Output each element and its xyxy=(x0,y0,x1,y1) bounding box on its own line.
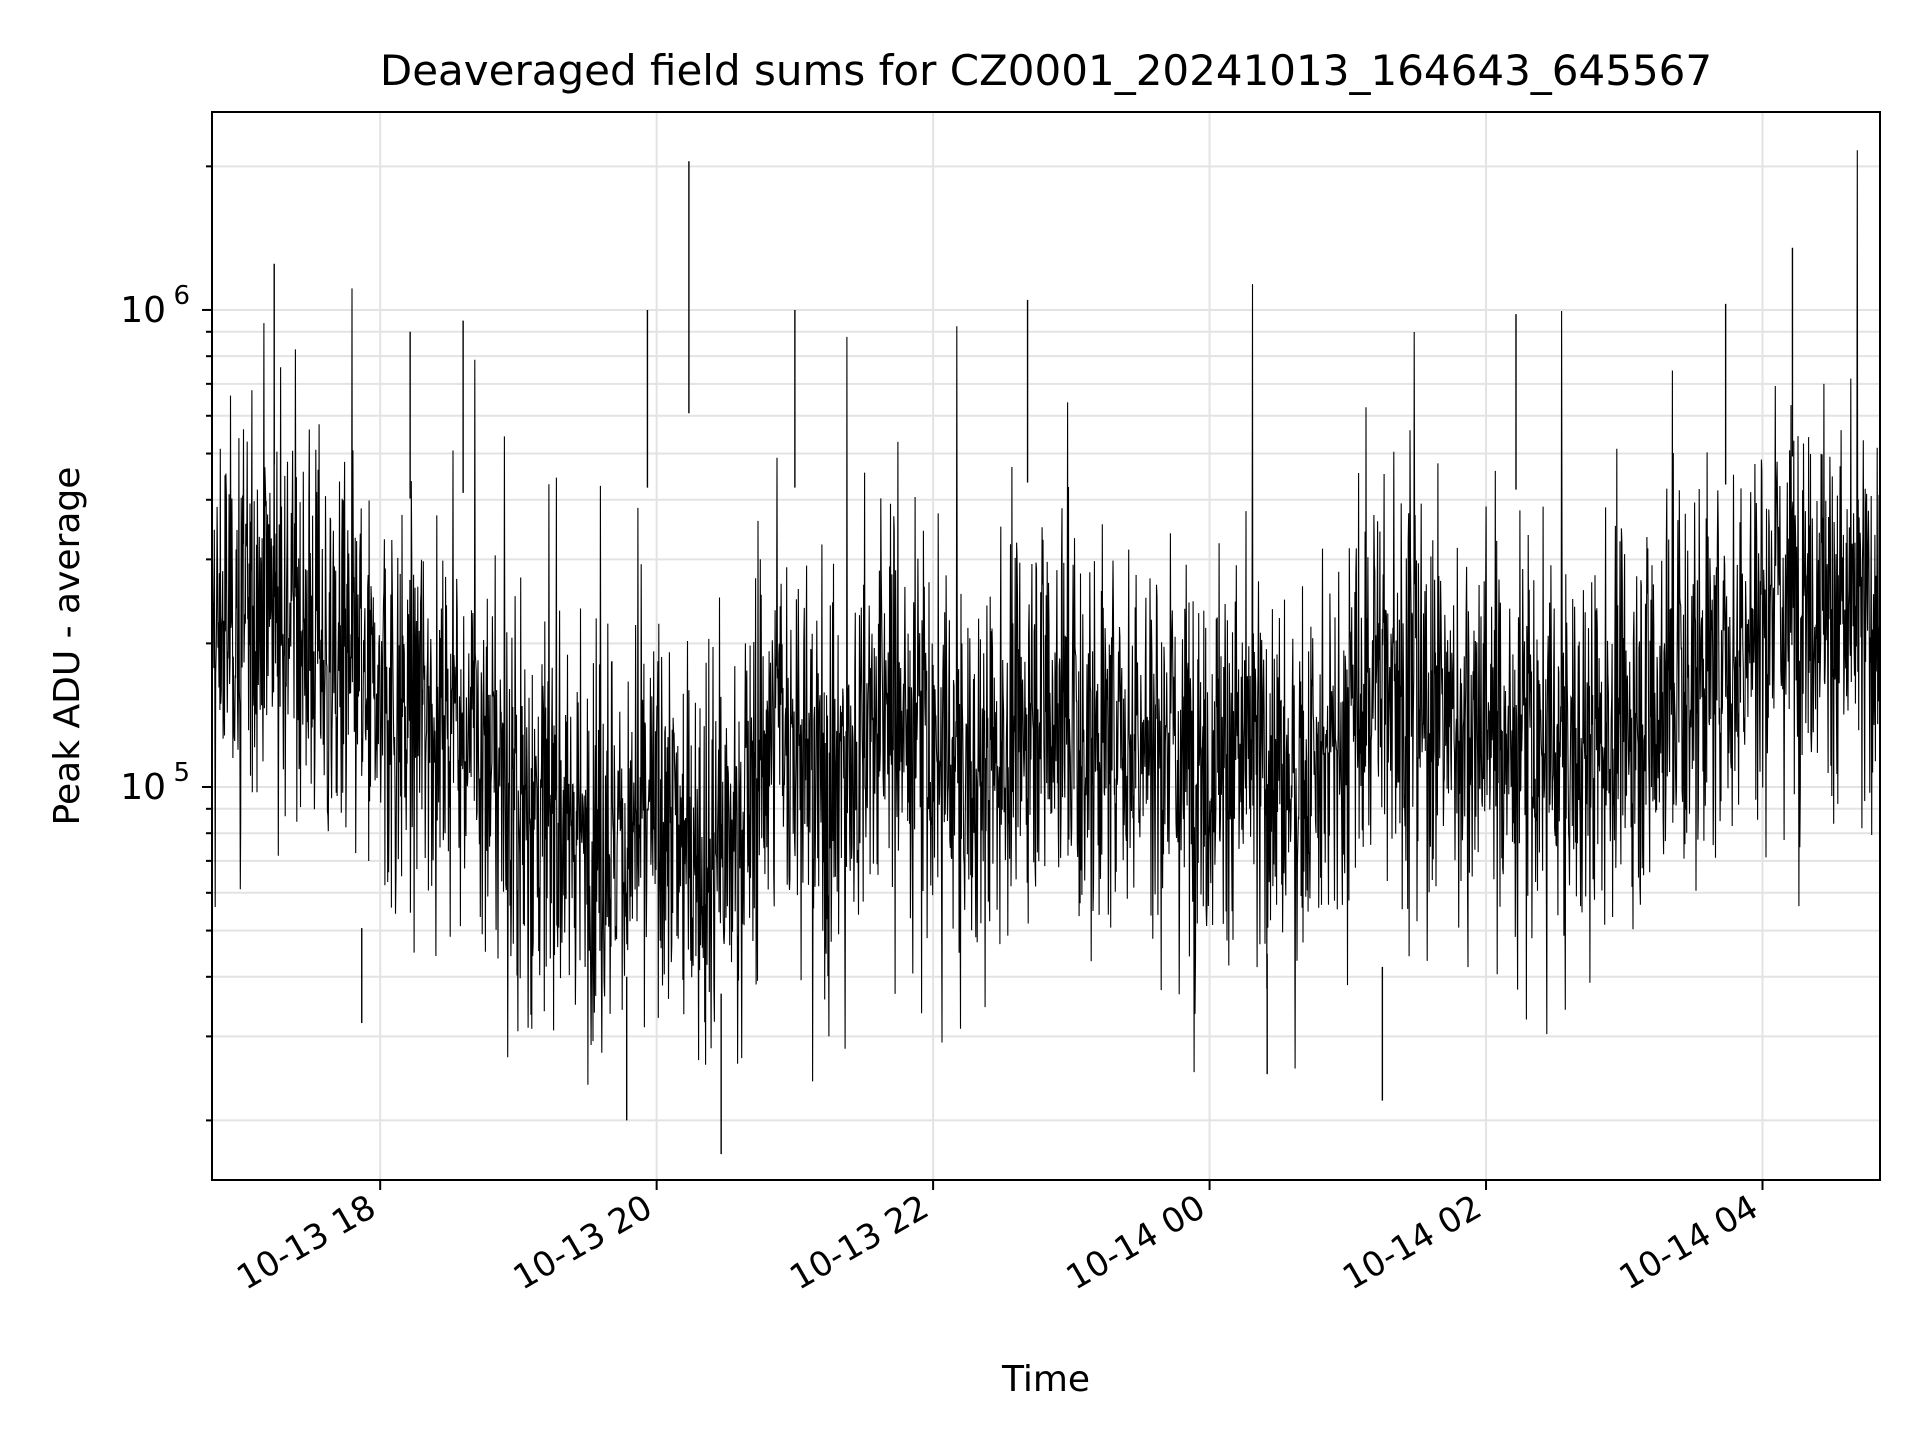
y-tick-exponent: 6 xyxy=(173,281,190,311)
y-tick-exponent: 5 xyxy=(173,758,190,788)
y-tick-label: 10 xyxy=(120,767,166,808)
series-polyline xyxy=(211,150,1881,1085)
x-axis-label: Time xyxy=(1001,1359,1090,1400)
y-tick-label: 10 xyxy=(120,290,166,331)
y-axis-label: Peak ADU - average xyxy=(47,467,88,826)
series-line xyxy=(211,150,1881,1155)
chart-title: Deaveraged field sums for CZ0001_2024101… xyxy=(380,46,1712,95)
plot-frame xyxy=(211,111,1881,1181)
